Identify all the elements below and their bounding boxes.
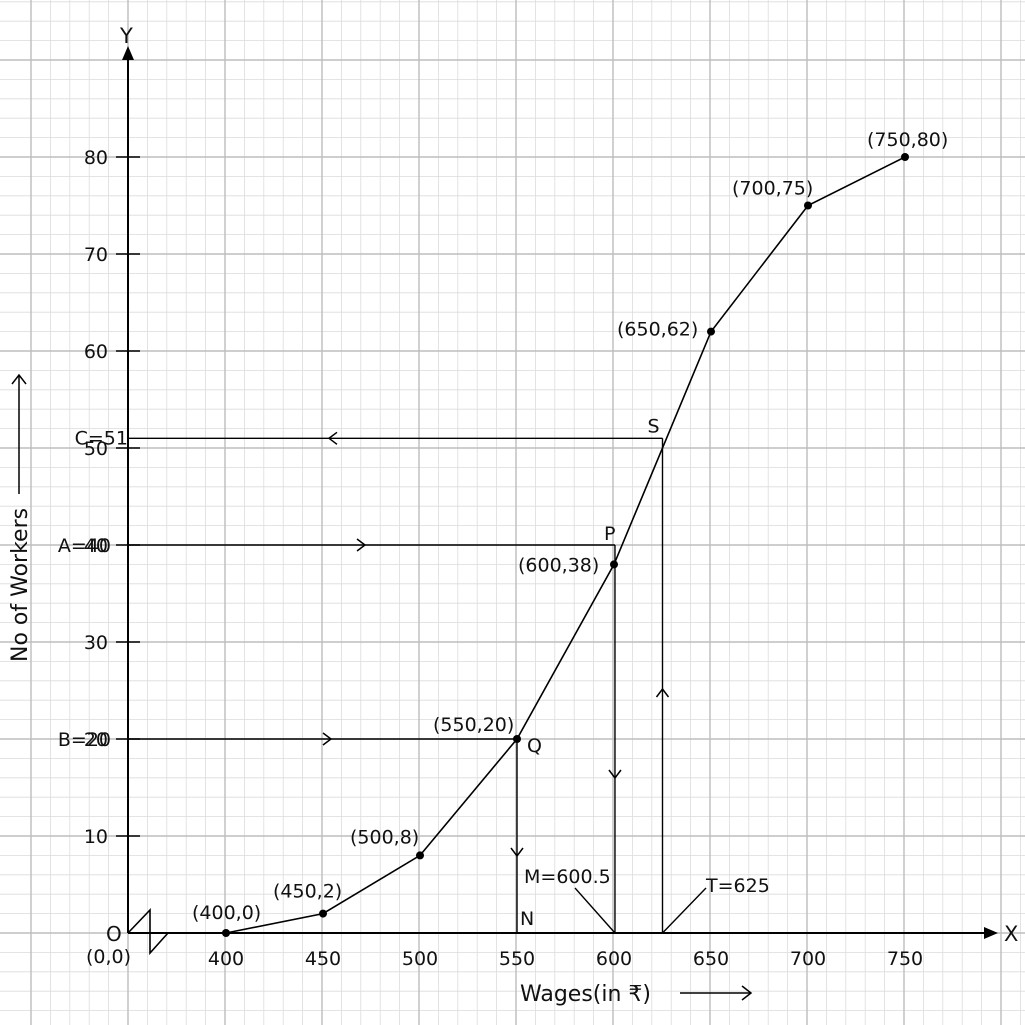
y-tick-labels: 10 20 30 40 50 60 70 80 [84,147,140,848]
y-axis-arrow [122,46,134,60]
data-points: (400,0) (450,2) (500,8) (550,20) (600,38) (65… [192,129,948,937]
x-axis-letter: X [1004,922,1018,946]
annotation-s-label: S [648,415,660,437]
x-tick-label: 450 [305,948,341,970]
data-point-label: (500,8) [350,826,419,848]
y-tick-label: 30 [84,632,108,654]
y-tick-label: 60 [84,341,108,363]
guide-lines [128,431,707,934]
guide-arrow-a [356,538,367,552]
annotations: A=40 B=20 C=51 P Q S M=600.5 N T=625 [58,415,770,930]
y-tick-label: 40 [84,535,108,557]
data-point-label: (750,80) [867,129,948,151]
data-point [804,201,812,210]
x-tick-label: 650 [693,948,729,970]
x-tick-label: 550 [499,948,535,970]
annotation-m-label: M=600.5 [524,866,611,888]
annotation-q-label: Q [527,735,542,757]
origin-coord-label: (0,0) [86,946,131,968]
data-point [319,909,327,918]
data-point [222,929,230,937]
data-point [610,560,618,569]
y-tick-label: 20 [84,729,108,751]
x-tick-label: 500 [402,948,438,970]
data-point [416,851,424,860]
x-tick-labels: 400 450 500 550 600 650 700 750 [208,948,923,970]
annotation-p-label: P [604,523,615,545]
annotation-b-label: B=20 [58,729,111,751]
guide-arrow-p-m [608,769,622,780]
ogive-curve [225,156,906,934]
data-point-label: (650,62) [617,319,698,341]
annotation-c-label: C=51 [75,427,128,449]
x-axis-arrow [984,927,998,939]
y-axis-letter: Y [119,24,133,48]
x-axis-title: Wages(in ₹) [520,982,651,1007]
y-axis-title: No of Workers [8,508,33,662]
data-point-label: (400,0) [192,902,261,924]
annotation-n-label: N [520,908,534,930]
annotation-t-label: T=625 [705,875,770,897]
x-tick-label: 750 [887,948,923,970]
x-title-arrow-head [741,985,753,1001]
x-tick-label: 400 [208,948,244,970]
y-tick-label: 10 [84,826,108,848]
y-title-arrow-head [11,373,27,385]
axis-break-zigzag [127,908,169,956]
data-point [707,327,715,336]
x-tick-label: 700 [790,948,826,970]
axes: X Y O (0,0) [86,24,1018,968]
origin-label: O [106,922,122,946]
leader-line-m [574,887,616,934]
x-tick-label: 600 [596,948,632,970]
leader-line-t [661,887,707,934]
ogive-line [225,156,906,934]
annotation-a-label: A=40 [58,535,111,557]
guide-arrow-c [327,431,338,445]
data-point [513,735,521,743]
data-point-label: (700,75) [732,178,813,200]
guide-arrow-t-s [655,687,670,698]
y-tick-label: 70 [84,244,108,266]
guide-arrow-q-n [510,847,524,858]
data-point-label: (450,2) [273,881,342,903]
data-point-label: (600,38) [518,554,599,576]
guide-arrow-b [322,732,333,746]
y-tick-label: 80 [84,147,108,169]
data-point [901,153,909,161]
y-tick-label: 50 [84,438,108,460]
data-point-label: (550,20) [433,714,514,736]
